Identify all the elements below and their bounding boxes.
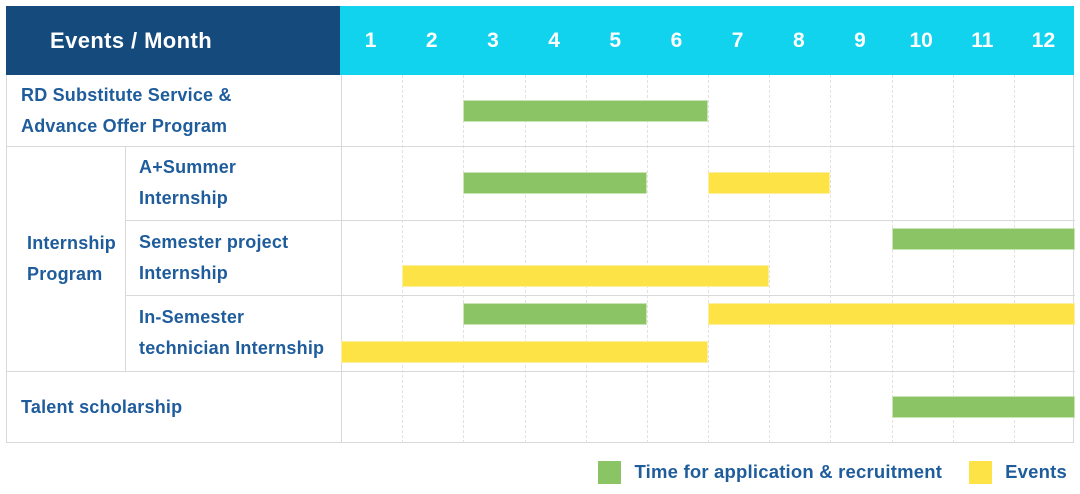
- month-header-4: 4: [548, 28, 560, 52]
- month-header-3: 3: [487, 28, 499, 52]
- month-gridline-3: [524, 75, 526, 443]
- chart-line: [341, 371, 1075, 443]
- row-label-line: Advance Offer Program: [21, 115, 228, 136]
- chart-line: [341, 333, 1075, 371]
- legend: Time for application & recruitment Events: [598, 456, 1067, 488]
- events-bar: [341, 341, 708, 363]
- row-label-talent-scholarship: Talent scholarship: [21, 371, 337, 443]
- chart-row-in-semester-technician-internship: [341, 295, 1075, 371]
- month-header-6: 6: [670, 28, 683, 52]
- month-header-8: 8: [792, 28, 805, 52]
- month-header-5: 5: [609, 28, 622, 52]
- row-label-line: technician Internship: [139, 338, 325, 358]
- month-header-12: 12: [1031, 28, 1056, 52]
- events-month-header-cell: Events / Month: [6, 6, 340, 75]
- chart-row-talent-scholarship: [341, 371, 1075, 443]
- labels-months-divider: [341, 75, 342, 443]
- legend-item-green: Time for application & recruitment: [598, 460, 943, 484]
- month-header-10: 10: [909, 28, 933, 52]
- row-label-rd-substitute-service: RD Substitute Service & Advance Offer Pro…: [21, 75, 337, 146]
- row-label-line: RD Substitute Service &: [21, 84, 232, 105]
- chart-line: [341, 258, 1075, 296]
- application-recruitment-bar: [463, 99, 708, 122]
- month-gridline-4: [585, 75, 587, 443]
- month-gridline-1: [402, 75, 404, 443]
- events-bar: [708, 303, 1075, 325]
- month-gridline-2: [463, 75, 465, 443]
- group-label-line: Internship: [27, 232, 117, 253]
- month-gridline-6: [708, 75, 709, 443]
- group-subrow-divider: [125, 146, 126, 371]
- legend-swatch-yellow: [969, 460, 993, 484]
- application-recruitment-bar: [891, 227, 1075, 250]
- group-label-internship-program: Internship Program: [27, 146, 121, 371]
- events-bar: [708, 172, 831, 194]
- month-header-9: 9: [854, 28, 866, 52]
- legend-label: Events: [1005, 461, 1067, 482]
- chart-row-semester-project-internship: [341, 220, 1075, 295]
- row-label-line: Talent scholarship: [21, 396, 183, 417]
- row-label-a-summer-internship: A+Summer Internship: [139, 146, 337, 220]
- chart-body: Internship Program RD Substitute Service &…: [6, 75, 1075, 443]
- chart-line: [341, 220, 1075, 258]
- legend-swatch-green: [598, 460, 622, 484]
- row-label-line: Internship: [139, 262, 229, 283]
- chart-row-rd-substitute-service: [341, 75, 1075, 146]
- events-bar: [402, 265, 770, 288]
- application-recruitment-bar: [463, 172, 647, 194]
- month-gridline-11: [1013, 75, 1015, 443]
- row-label-line: A+Summer: [139, 157, 237, 177]
- row-label-line: Semester project: [139, 231, 289, 252]
- application-recruitment-bar: [891, 396, 1075, 418]
- month-header-11: 11: [971, 28, 994, 52]
- chart-row-a-summer-internship: [341, 146, 1075, 220]
- row-divider-4: [7, 371, 1075, 372]
- application-recruitment-bar: [463, 303, 647, 325]
- header-title-label: Events / Month: [50, 27, 213, 53]
- row-divider-2: [125, 220, 1075, 221]
- chart-line: [341, 295, 1075, 333]
- row-label-semester-project-internship: Semester project Internship: [139, 220, 337, 295]
- row-divider-3: [125, 295, 1075, 296]
- chart-line: [341, 146, 1075, 220]
- month-header-2: 2: [425, 28, 438, 52]
- row-divider-1: [7, 146, 1075, 147]
- month-gridline-7: [769, 75, 771, 443]
- legend-item-yellow: Events: [969, 460, 1067, 484]
- legend-label: Time for application & recruitment: [634, 461, 943, 482]
- month-header-7: 7: [731, 28, 744, 52]
- month-header-strip: 1 2 3 4 5 6 7 8 9 10 11 12: [340, 6, 1074, 75]
- month-gridline-5: [646, 75, 648, 443]
- chart-line: [341, 75, 1075, 146]
- month-header-1: 1: [364, 28, 377, 52]
- row-label-line: In-Semester: [139, 307, 245, 327]
- row-label-line: Internship: [139, 188, 229, 208]
- month-gridline-10: [952, 75, 954, 443]
- group-label-line: Program: [27, 263, 103, 284]
- row-label-in-semester-technician-internship: In-Semester technician Internship: [139, 295, 337, 371]
- month-gridline-9: [891, 75, 893, 443]
- month-gridline-8: [830, 75, 832, 443]
